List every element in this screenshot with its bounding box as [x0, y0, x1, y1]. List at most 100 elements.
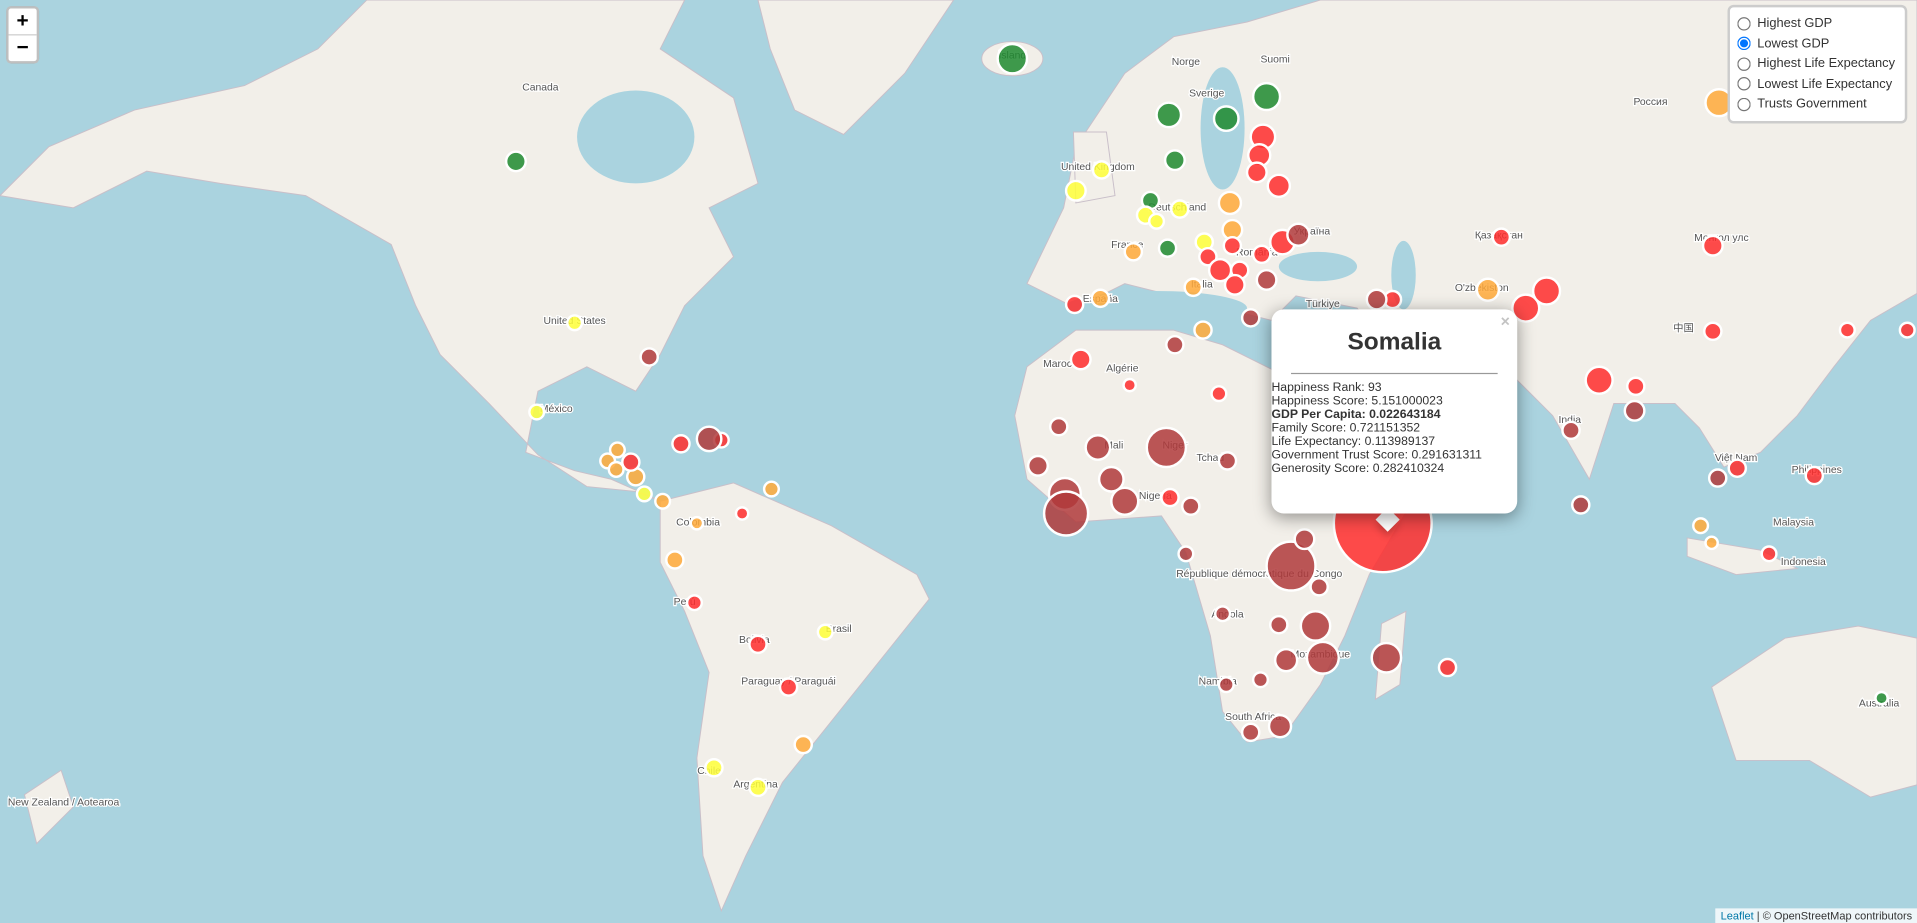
- country-marker[interactable]: [1692, 517, 1710, 535]
- country-marker[interactable]: [1707, 468, 1728, 488]
- country-marker[interactable]: [1042, 490, 1090, 537]
- country-marker[interactable]: [1193, 320, 1213, 340]
- country-marker[interactable]: [1181, 496, 1201, 516]
- country-marker[interactable]: [1069, 348, 1092, 371]
- country-marker[interactable]: [1165, 334, 1185, 355]
- country-marker[interactable]: [1286, 222, 1311, 247]
- country-marker[interactable]: [1584, 365, 1614, 395]
- country-marker[interactable]: [1626, 376, 1646, 397]
- country-marker[interactable]: [1701, 234, 1724, 257]
- country-marker[interactable]: [635, 485, 653, 503]
- radio-button[interactable]: [1737, 57, 1752, 71]
- country-marker[interactable]: [1265, 540, 1317, 592]
- country-marker[interactable]: [1064, 294, 1085, 315]
- country-marker[interactable]: [654, 492, 672, 510]
- country-marker[interactable]: [1122, 377, 1137, 393]
- country-marker[interactable]: [1223, 273, 1246, 296]
- country-marker[interactable]: [1163, 149, 1186, 172]
- country-marker[interactable]: [1064, 179, 1087, 202]
- country-marker[interactable]: [704, 757, 724, 778]
- country-marker[interactable]: [528, 403, 546, 421]
- country-marker[interactable]: [762, 480, 781, 498]
- country-marker[interactable]: [1177, 545, 1195, 563]
- country-marker[interactable]: [1183, 277, 1204, 298]
- country-marker[interactable]: [1704, 535, 1719, 551]
- country-marker[interactable]: [1475, 277, 1501, 302]
- country-marker[interactable]: [1703, 321, 1723, 342]
- layer-option[interactable]: Lowest Life Expectancy: [1737, 74, 1895, 94]
- country-marker[interactable]: [1309, 577, 1329, 597]
- country-marker[interactable]: [1266, 173, 1292, 199]
- country-marker[interactable]: [1511, 293, 1541, 323]
- country-marker[interactable]: [1048, 416, 1069, 437]
- country-marker[interactable]: [1804, 465, 1825, 486]
- radio-button[interactable]: [1737, 77, 1752, 91]
- country-marker[interactable]: [1370, 641, 1403, 674]
- country-marker[interactable]: [1727, 458, 1748, 479]
- country-marker[interactable]: [665, 550, 685, 570]
- country-marker[interactable]: [685, 594, 703, 612]
- radio-button[interactable]: [1737, 97, 1752, 111]
- country-marker[interactable]: [1155, 101, 1183, 129]
- leaflet-link[interactable]: Leaflet: [1720, 909, 1754, 922]
- country-marker[interactable]: [1365, 288, 1388, 311]
- country-marker[interactable]: [639, 347, 659, 367]
- country-marker[interactable]: [689, 515, 705, 531]
- country-marker[interactable]: [793, 734, 814, 755]
- country-marker[interactable]: [1170, 199, 1190, 219]
- radio-button[interactable]: [1737, 36, 1752, 51]
- country-marker[interactable]: [1026, 454, 1049, 477]
- country-marker[interactable]: [1251, 81, 1282, 112]
- layer-option[interactable]: Highest GDP: [1737, 13, 1895, 33]
- country-marker[interactable]: [778, 677, 799, 697]
- country-marker[interactable]: [1148, 212, 1166, 230]
- country-marker[interactable]: [1760, 545, 1778, 563]
- country-marker[interactable]: [1217, 676, 1235, 694]
- radio-button[interactable]: [1737, 16, 1752, 31]
- country-marker[interactable]: [1267, 713, 1293, 739]
- country-marker[interactable]: [1293, 528, 1316, 551]
- country-marker[interactable]: [1898, 321, 1916, 339]
- country-marker[interactable]: [1299, 610, 1332, 642]
- country-marker[interactable]: [1084, 434, 1112, 461]
- country-marker[interactable]: [1305, 640, 1340, 675]
- country-marker[interactable]: [1251, 244, 1272, 265]
- country-marker[interactable]: [1240, 308, 1261, 328]
- country-marker[interactable]: [566, 314, 584, 332]
- country-marker[interactable]: [1255, 268, 1278, 291]
- layer-option[interactable]: Lowest GDP: [1737, 34, 1895, 54]
- country-marker[interactable]: [607, 460, 625, 479]
- country-marker[interactable]: [1160, 487, 1180, 508]
- country-marker[interactable]: [1240, 722, 1261, 743]
- country-marker[interactable]: [734, 506, 750, 521]
- country-marker[interactable]: [1090, 288, 1111, 309]
- country-marker[interactable]: [1091, 160, 1112, 180]
- country-marker[interactable]: [695, 425, 723, 453]
- country-marker[interactable]: [1491, 227, 1512, 247]
- country-marker[interactable]: [996, 42, 1029, 75]
- country-marker[interactable]: [1273, 647, 1299, 673]
- country-marker[interactable]: [1157, 238, 1178, 258]
- country-marker[interactable]: [671, 434, 691, 454]
- country-marker[interactable]: [1210, 385, 1228, 403]
- country-marker[interactable]: [608, 441, 626, 459]
- country-marker[interactable]: [1222, 235, 1243, 256]
- country-marker[interactable]: [1531, 276, 1562, 306]
- country-marker[interactable]: [1217, 451, 1238, 471]
- country-marker[interactable]: [1245, 161, 1268, 184]
- country-marker[interactable]: [1214, 605, 1232, 623]
- country-marker[interactable]: [748, 777, 768, 798]
- zoom-in[interactable]: +: [8, 9, 37, 36]
- country-marker[interactable]: [748, 634, 768, 655]
- country-marker[interactable]: [1437, 657, 1458, 678]
- country-marker[interactable]: [621, 452, 641, 472]
- country-marker[interactable]: [1874, 690, 1889, 706]
- country-marker[interactable]: [1623, 399, 1646, 422]
- country-marker[interactable]: [1110, 486, 1140, 516]
- country-marker[interactable]: [504, 150, 527, 173]
- country-marker[interactable]: [816, 623, 834, 641]
- country-marker[interactable]: [1571, 495, 1591, 515]
- country-marker[interactable]: [1217, 190, 1243, 216]
